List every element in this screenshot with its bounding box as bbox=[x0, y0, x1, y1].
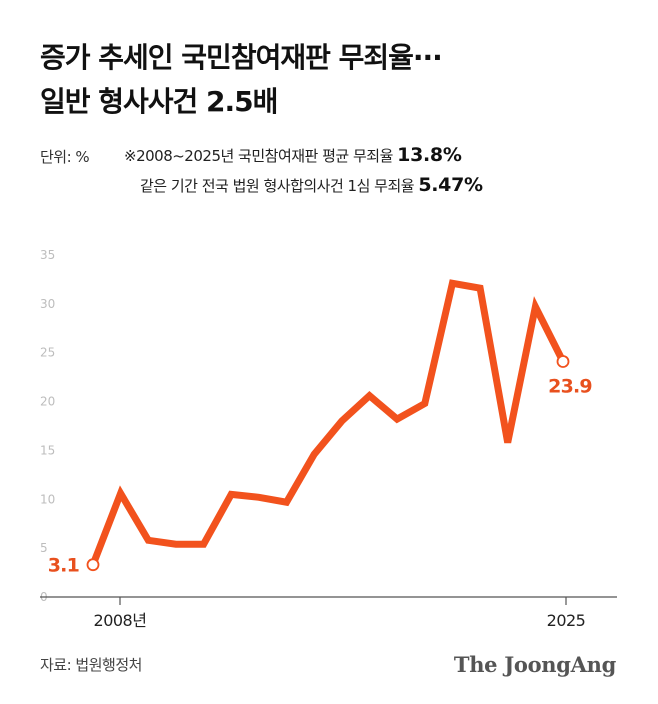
y-tick-label: 15 bbox=[40, 443, 55, 457]
data-point-marker bbox=[556, 355, 570, 368]
data-point-marker bbox=[86, 558, 100, 572]
note-1-text: ※2008~2025년 국민참여재판 평균 무죄율 bbox=[124, 147, 398, 165]
note-2-value: 5.47% bbox=[418, 174, 483, 196]
chart-title: 증가 추세인 국민참여재판 무죄율··· 일반 형사사건 2.5배 bbox=[40, 36, 443, 124]
y-tick-label: 25 bbox=[40, 346, 55, 360]
data-label: 23.9 bbox=[548, 375, 592, 397]
average-note-line-2: 같은 기간 전국 법원 형사합의사건 1심 무죄율 5.47% bbox=[140, 174, 483, 196]
publisher-logo: The JoongAng bbox=[453, 652, 616, 677]
data-label: 3.1 bbox=[48, 555, 79, 577]
unit-label: 단위: % bbox=[40, 148, 90, 166]
series-line bbox=[89, 279, 567, 566]
source-label: 자료: 법원행정처 bbox=[40, 656, 142, 674]
y-tick-label: 30 bbox=[40, 297, 55, 311]
title-line-2: 일반 형사사건 2.5배 bbox=[40, 85, 278, 118]
y-tick-label: 20 bbox=[40, 395, 55, 409]
x-tick-label: 2025 bbox=[547, 611, 586, 630]
title-line-1: 증가 추세인 국민참여재판 무죄율··· bbox=[40, 41, 443, 74]
y-tick-label: 35 bbox=[40, 248, 55, 262]
average-note-line-1: ※2008~2025년 국민참여재판 평균 무죄율 13.8% bbox=[124, 144, 462, 166]
x-tick-label: 2008년 bbox=[94, 611, 147, 630]
y-tick-label: 5 bbox=[40, 541, 48, 555]
note-1-value: 13.8% bbox=[397, 144, 462, 166]
note-2-text: 같은 기간 전국 법원 형사합의사건 1심 무죄율 bbox=[140, 177, 419, 195]
y-tick-label: 10 bbox=[40, 492, 55, 506]
